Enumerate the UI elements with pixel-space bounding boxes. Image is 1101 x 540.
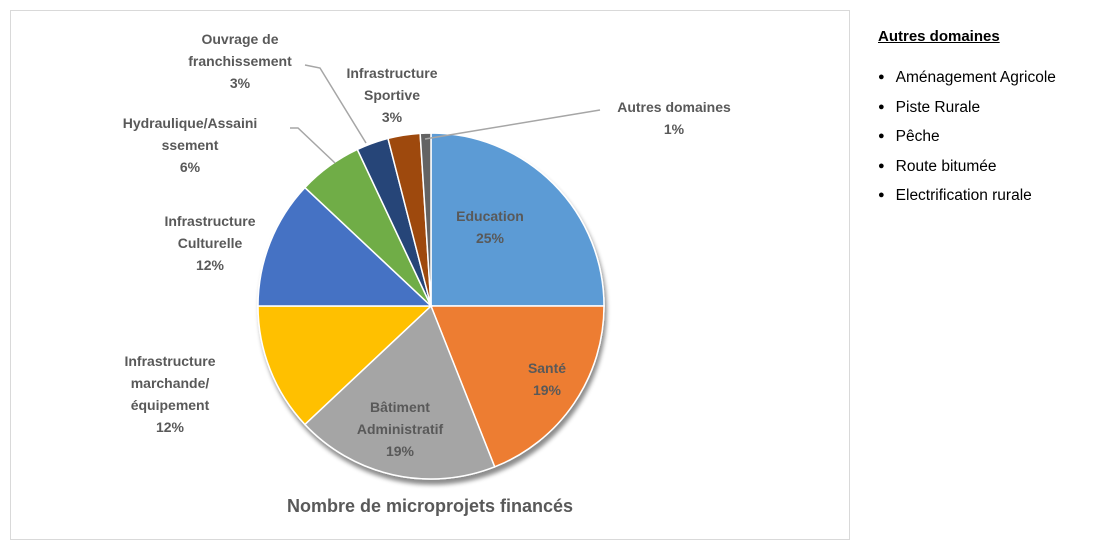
- leader-line: [304, 64, 367, 144]
- slice-label: Infrastructure Sportive 3%: [327, 62, 457, 128]
- side-item: Electrification rurale: [878, 182, 1056, 212]
- pie: [257, 132, 605, 480]
- leader-line: [424, 109, 601, 140]
- slice-value: 12%: [195, 257, 225, 273]
- slice-label: Ouvrage de franchissement 3%: [175, 28, 305, 94]
- pie-slice: [257, 186, 433, 307]
- slice-name: Bâtiment Administratif: [356, 399, 444, 437]
- slice-label: Bâtiment Administratif 19%: [345, 396, 455, 462]
- slice-name: Infrastructure Sportive: [346, 65, 438, 103]
- slice-name: Infrastructure Culturelle: [164, 213, 256, 251]
- side-heading: Autres domaines: [878, 28, 1000, 45]
- side-list: Aménagement AgricolePiste RuralePêcheRou…: [878, 64, 1056, 212]
- slice-label: Education 25%: [420, 205, 560, 249]
- slice-value: 3%: [381, 109, 403, 125]
- chart-title: Nombre de microprojets financés: [286, 496, 574, 516]
- slice-label: Infrastructure Culturelle 12%: [145, 210, 275, 276]
- slice-value: 19%: [385, 443, 415, 459]
- slice-value: 3%: [229, 75, 251, 91]
- slice-value: 25%: [475, 230, 505, 246]
- side-item: Aménagement Agricole: [878, 64, 1056, 94]
- side-item: Pêche: [878, 123, 1056, 153]
- slice-value: 12%: [155, 419, 185, 435]
- side-item: Route bitumée: [878, 153, 1056, 183]
- slice-name: Infrastructure marchande/équipement: [124, 353, 216, 413]
- slice-label: Infrastructure marchande/équipement 12%: [100, 350, 240, 438]
- pie-slice: [303, 304, 496, 480]
- slice-value: 19%: [532, 382, 562, 398]
- pie-slice: [419, 132, 432, 307]
- side-item: Piste Rurale: [878, 94, 1056, 124]
- slice-label: Hydraulique/Assainissement 6%: [120, 112, 260, 178]
- slice-name: Education: [456, 208, 524, 224]
- slice-name: Ouvrage de franchissement: [188, 31, 292, 69]
- slice-value: 6%: [179, 159, 201, 175]
- slice-name: Hydraulique/Assainissement: [122, 115, 258, 153]
- slice-name: Autres domaines: [617, 99, 731, 115]
- pie-slice: [257, 305, 433, 426]
- pie-slice: [430, 132, 605, 307]
- slice-value: 1%: [663, 121, 685, 137]
- leader-line: [290, 127, 336, 164]
- slice-name: Santé: [527, 360, 567, 376]
- pie-slice: [429, 305, 605, 468]
- slice-label: Santé 19%: [497, 357, 597, 401]
- slice-label: Autres domaines 1%: [594, 96, 754, 140]
